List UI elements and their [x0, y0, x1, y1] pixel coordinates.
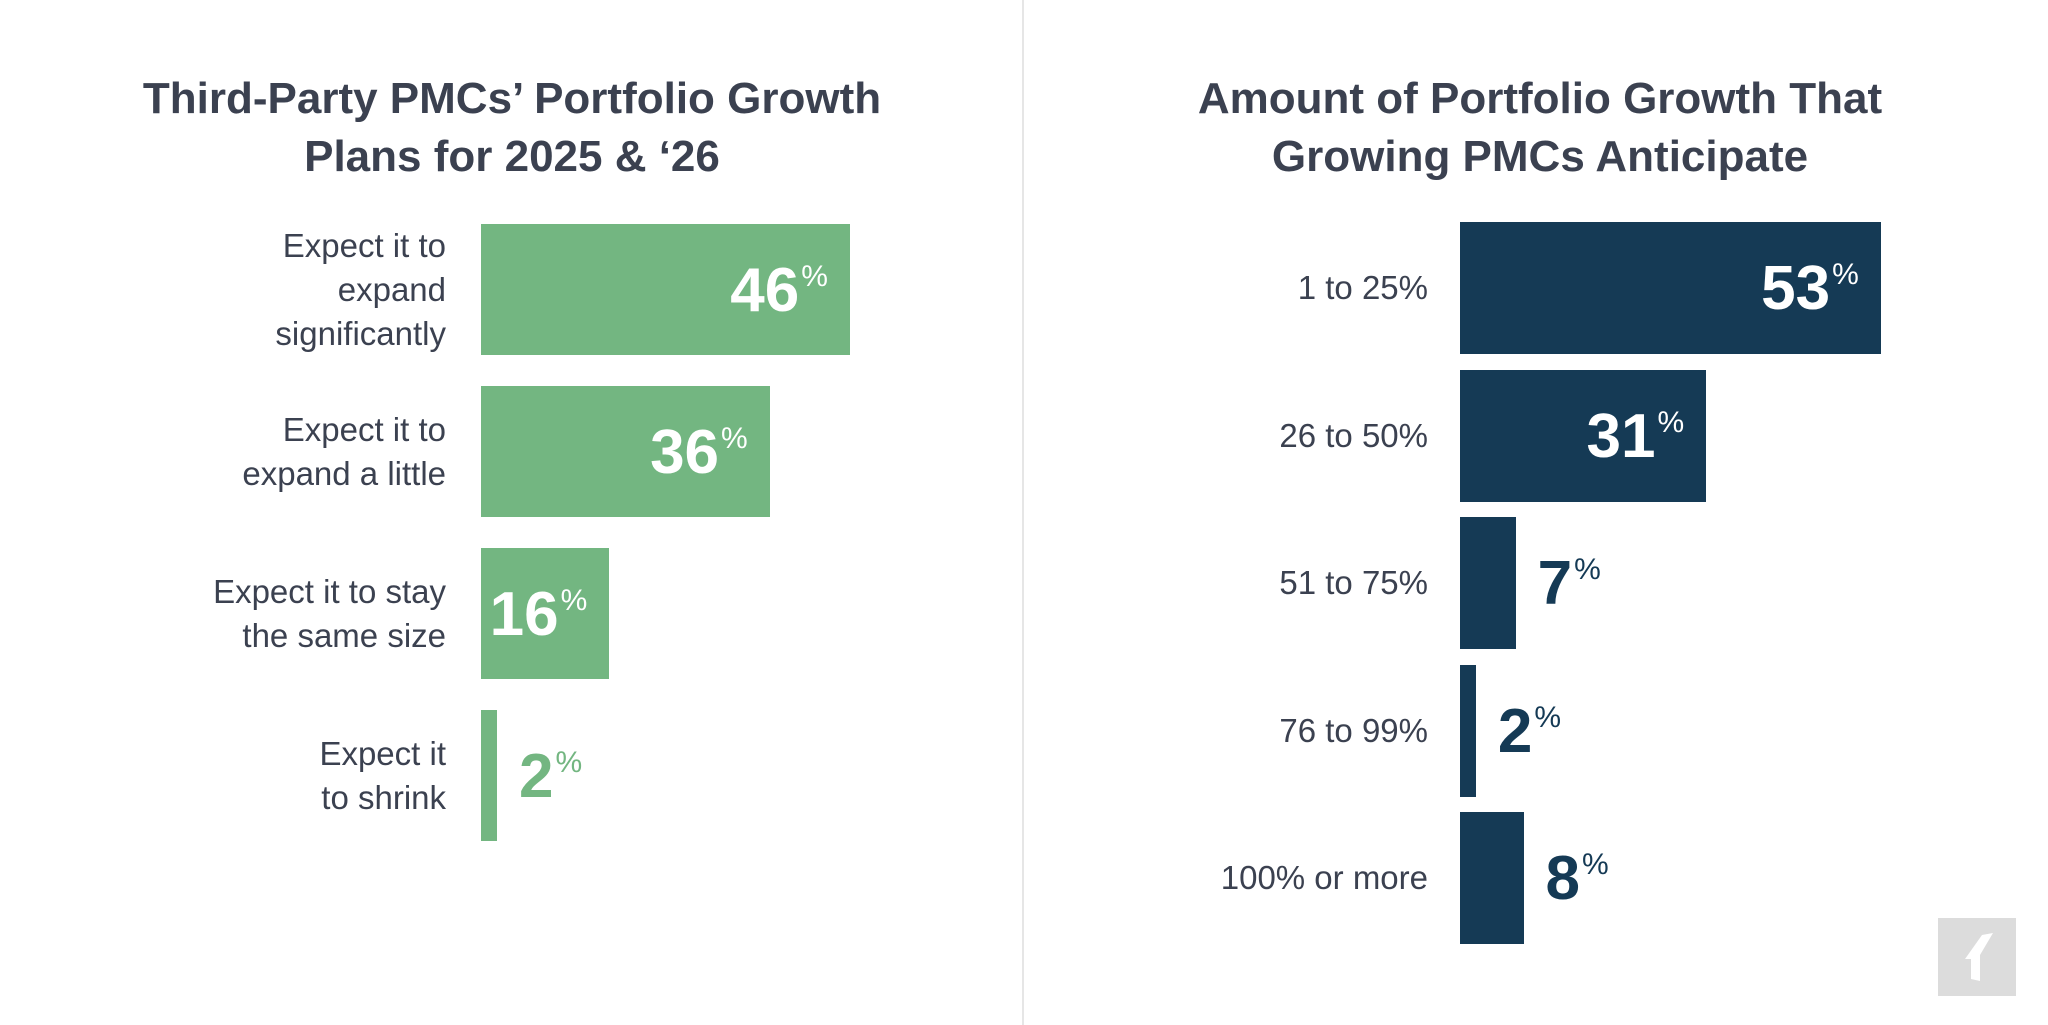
bar: [481, 710, 498, 841]
category-label-text: 100% or more: [1221, 856, 1428, 900]
bar: [1460, 517, 1516, 649]
category-label: 26 to 50%: [1028, 370, 1428, 502]
data-label-value: 2: [1497, 696, 1533, 766]
data-label: 8%: [1546, 848, 1609, 910]
data-label-value: 2: [519, 741, 554, 811]
left-chart-title: Third-Party PMCs’ Portfolio Growth Plans…: [62, 70, 962, 186]
category-label-line: expand: [337, 270, 446, 308]
right-title-line-1: Amount of Portfolio Growth That: [1197, 74, 1883, 123]
data-label-unit: %: [1832, 258, 1859, 291]
data-label-value: 46: [730, 255, 800, 325]
category-label-line: 1 to 25%: [1297, 269, 1428, 306]
category-label-text: 51 to 75%: [1279, 561, 1428, 605]
category-label-line: 51 to 75%: [1279, 564, 1428, 601]
category-label: 1 to 25%: [1028, 222, 1428, 354]
category-label-line: significantly: [275, 314, 446, 352]
data-label-value: 7: [1537, 549, 1573, 618]
data-label-unit: %: [721, 421, 748, 455]
data-label-unit: %: [555, 745, 583, 779]
category-label: Expect it to expand significantly: [46, 224, 446, 355]
category-label: Expect it to stay the same size: [46, 548, 446, 679]
bar: [1460, 222, 1881, 354]
category-label-text: Expect it to expand a little: [242, 408, 446, 496]
category-label-text: 26 to 50%: [1279, 414, 1428, 458]
data-label-value: 16: [489, 579, 559, 649]
category-label-line: to shrink: [321, 778, 446, 816]
category-label-line: Expect it to stay: [213, 572, 446, 610]
category-label: 51 to 75%: [1028, 517, 1428, 649]
category-label-text: Expect it to stay the same size: [213, 570, 446, 658]
category-label-line: 76 to 99%: [1279, 711, 1428, 749]
category-label-line: 26 to 50%: [1279, 416, 1428, 454]
data-label: 2%: [1497, 696, 1562, 766]
bar: [481, 548, 610, 679]
data-label: 7%: [1538, 553, 1601, 615]
data-label-value: 36: [650, 417, 720, 487]
category-label: Expect it to expand a little: [46, 386, 446, 517]
bar: [481, 224, 850, 355]
data-label: 31%: [1586, 401, 1685, 471]
data-label-unit: %: [560, 583, 588, 617]
data-label-unit: %: [1657, 405, 1685, 439]
bar: [1460, 812, 1524, 944]
category-label: 76 to 99%: [1028, 665, 1428, 797]
bar: [1460, 664, 1476, 797]
category-label-line: expand a little: [242, 454, 446, 492]
category-label-line: Expect it to: [282, 410, 446, 448]
category-label-text: 76 to 99%: [1279, 709, 1428, 753]
data-label-unit: %: [1574, 553, 1601, 586]
divider: [1022, 0, 1024, 1025]
right-chart-title: Amount of Portfolio Growth That Growing …: [1090, 70, 1990, 186]
category-label-line: the same size: [242, 616, 446, 654]
data-label-value: 53: [1761, 254, 1831, 323]
data-label: 2%: [519, 741, 583, 811]
data-label: 53%: [1761, 258, 1859, 320]
category-label: 100% or more: [1028, 812, 1428, 944]
data-label: 16%: [489, 579, 588, 649]
bar: [481, 386, 770, 517]
data-label: 46%: [730, 255, 828, 325]
data-label-value: 31: [1586, 401, 1656, 471]
data-label-value: 8: [1545, 844, 1580, 913]
publisher-logo-icon: [1938, 918, 2016, 996]
category-label-line: Expect it: [319, 734, 446, 772]
category-label: Expect it to shrink: [46, 710, 446, 841]
category-label-text: Expect it to shrink: [319, 732, 446, 820]
data-label-unit: %: [801, 259, 828, 293]
data-label: 36%: [650, 417, 748, 487]
category-label-line: 100% or more: [1220, 859, 1428, 896]
right-title-line-2: Growing PMCs Anticipate: [1271, 132, 1809, 181]
category-label-line: Expect it to: [282, 226, 446, 264]
data-label-unit: %: [1534, 700, 1562, 734]
bar: [1460, 369, 1707, 502]
category-label-text: 1 to 25%: [1298, 266, 1428, 310]
category-label-text: Expect it to expand significantly: [275, 224, 446, 356]
left-title-line-1: Third-Party PMCs’ Portfolio Growth: [142, 74, 882, 123]
data-label-unit: %: [1582, 848, 1609, 881]
left-title-line-2: Plans for 2025 & ‘26: [304, 132, 720, 181]
